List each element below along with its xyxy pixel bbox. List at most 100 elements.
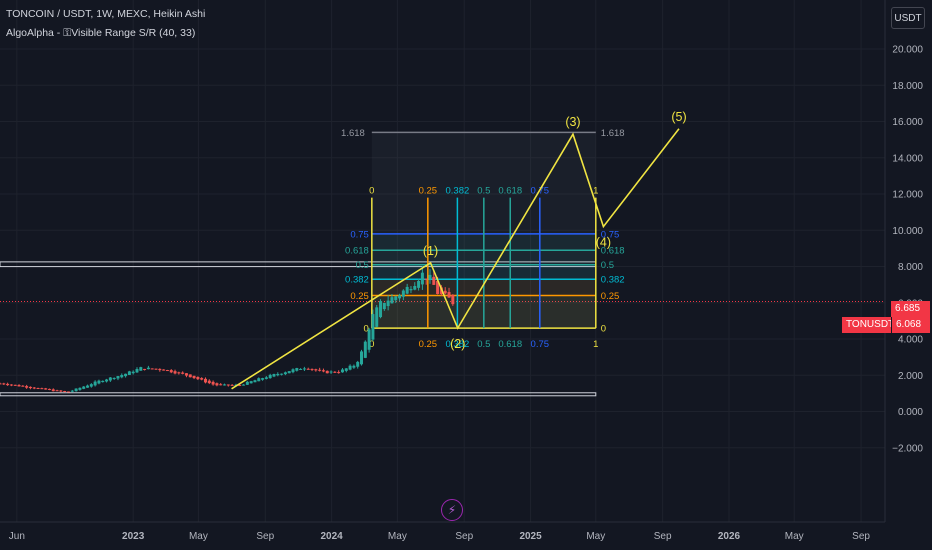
candle-body (215, 383, 219, 386)
candle-body (120, 375, 124, 378)
candle-body (154, 368, 158, 370)
wave-label: (2) (450, 337, 465, 351)
candle-body (302, 368, 306, 370)
fib-time-label-top: 0 (369, 186, 374, 197)
candle-body (124, 373, 128, 377)
y-tick-label: 8.000 (898, 262, 923, 273)
candle-body (299, 368, 303, 370)
x-tick-label: 2023 (122, 531, 145, 542)
y-tick-label: 10.000 (892, 226, 923, 237)
candle-body (108, 377, 112, 381)
x-tick-label: Sep (852, 531, 870, 542)
currency-button[interactable]: USDT (891, 7, 925, 29)
fib-time-label-top: 0.5 (477, 186, 490, 197)
candle-body (40, 388, 44, 390)
candle-body (287, 371, 291, 374)
candle-body (363, 341, 367, 358)
candle-body (181, 372, 185, 374)
fib-level-label-right: 0.382 (601, 275, 625, 286)
x-tick-label: 2024 (320, 531, 343, 542)
candle-body (2, 383, 6, 385)
candle-body (261, 378, 265, 380)
wave-label: (3) (565, 115, 580, 129)
fib-extension-label-right: 1.618 (601, 128, 625, 139)
fib-level-label-left: 0.25 (350, 291, 369, 302)
indicator-legend[interactable]: AlgoAlpha - ⚿Visible Range S/R (40, 33) (6, 27, 196, 39)
candle-body (245, 381, 249, 385)
high-price-tag: 6.685 (891, 301, 930, 317)
candle-body (9, 384, 13, 386)
candle-body (162, 369, 166, 371)
fib-level-label-left: 0.618 (345, 246, 369, 257)
candle-body (51, 389, 55, 392)
candle-body (325, 370, 329, 374)
candle-body (13, 384, 17, 386)
y-tick-label: 12.000 (892, 190, 923, 201)
y-tick-label: 16.000 (892, 117, 923, 128)
fib-time-label-bottom: 0.5 (477, 339, 490, 350)
candle-body (382, 302, 386, 310)
candle-body (405, 286, 409, 294)
candle-body (17, 385, 21, 387)
candle-body (375, 307, 379, 327)
fib-level-label-left: 0.5 (356, 260, 369, 271)
fib-level-label-right: 0.618 (601, 246, 625, 257)
candle-body (169, 370, 173, 373)
last-price-tag: 6.068 (891, 317, 930, 333)
candle-body (127, 371, 131, 375)
candle-body (417, 280, 421, 288)
candle-body (211, 381, 215, 385)
candle-body (428, 274, 432, 279)
support-zone (0, 392, 597, 397)
x-tick-label: May (388, 531, 407, 542)
candle-body (47, 388, 51, 390)
candle-body (82, 386, 86, 389)
candle-body (295, 368, 299, 371)
fib-time-label-top: 0.618 (498, 186, 522, 197)
lightning-icon[interactable]: ⚡ (441, 499, 463, 521)
candle-body (242, 384, 246, 386)
candle-body (329, 371, 333, 373)
x-tick-label: 2025 (519, 531, 542, 542)
wave-label: (5) (671, 110, 686, 124)
candle-body (367, 329, 371, 350)
x-tick-label: Sep (455, 531, 473, 542)
candle-body (97, 380, 101, 384)
candle-body (344, 368, 348, 371)
candle-body (21, 385, 25, 387)
y-tick-label: 20.000 (892, 45, 923, 56)
candle-body (32, 387, 36, 389)
candle-body (447, 292, 451, 298)
fib-level-label-left: 0 (364, 324, 369, 335)
candle-body (101, 380, 105, 383)
candle-body (249, 381, 253, 384)
fib-time-label-bottom: 0.75 (531, 339, 550, 350)
candle-body (192, 375, 196, 379)
fib-time-label-top: 0.25 (419, 186, 438, 197)
x-tick-label: May (189, 531, 208, 542)
elliott-wave-line (231, 128, 680, 390)
x-tick-label: Sep (654, 531, 672, 542)
y-tick-label: 14.000 (892, 153, 923, 164)
candle-body (116, 376, 120, 379)
candle-body (226, 384, 230, 386)
candle-body (165, 370, 169, 372)
candle-body (219, 384, 223, 386)
y-tick-label: 18.000 (892, 81, 923, 92)
candle-body (230, 384, 234, 386)
fib-time-label-bottom: 0.618 (498, 339, 522, 350)
candle-body (348, 365, 352, 370)
candle-body (143, 368, 147, 370)
fib-time-label-top: 1 (593, 186, 598, 197)
symbol-title: TONCOIN / USDT, 1W, MEXC, Heikin Ashi (6, 8, 206, 20)
candle-body (401, 290, 405, 297)
candle-body (78, 387, 82, 390)
candle-body (44, 388, 48, 390)
candle-body (257, 378, 261, 382)
candle-body (413, 286, 417, 290)
fib-extension-label-left: 1.618 (341, 128, 365, 139)
candle-body (74, 388, 78, 392)
candle-body (443, 290, 447, 294)
candle-body (63, 391, 67, 393)
